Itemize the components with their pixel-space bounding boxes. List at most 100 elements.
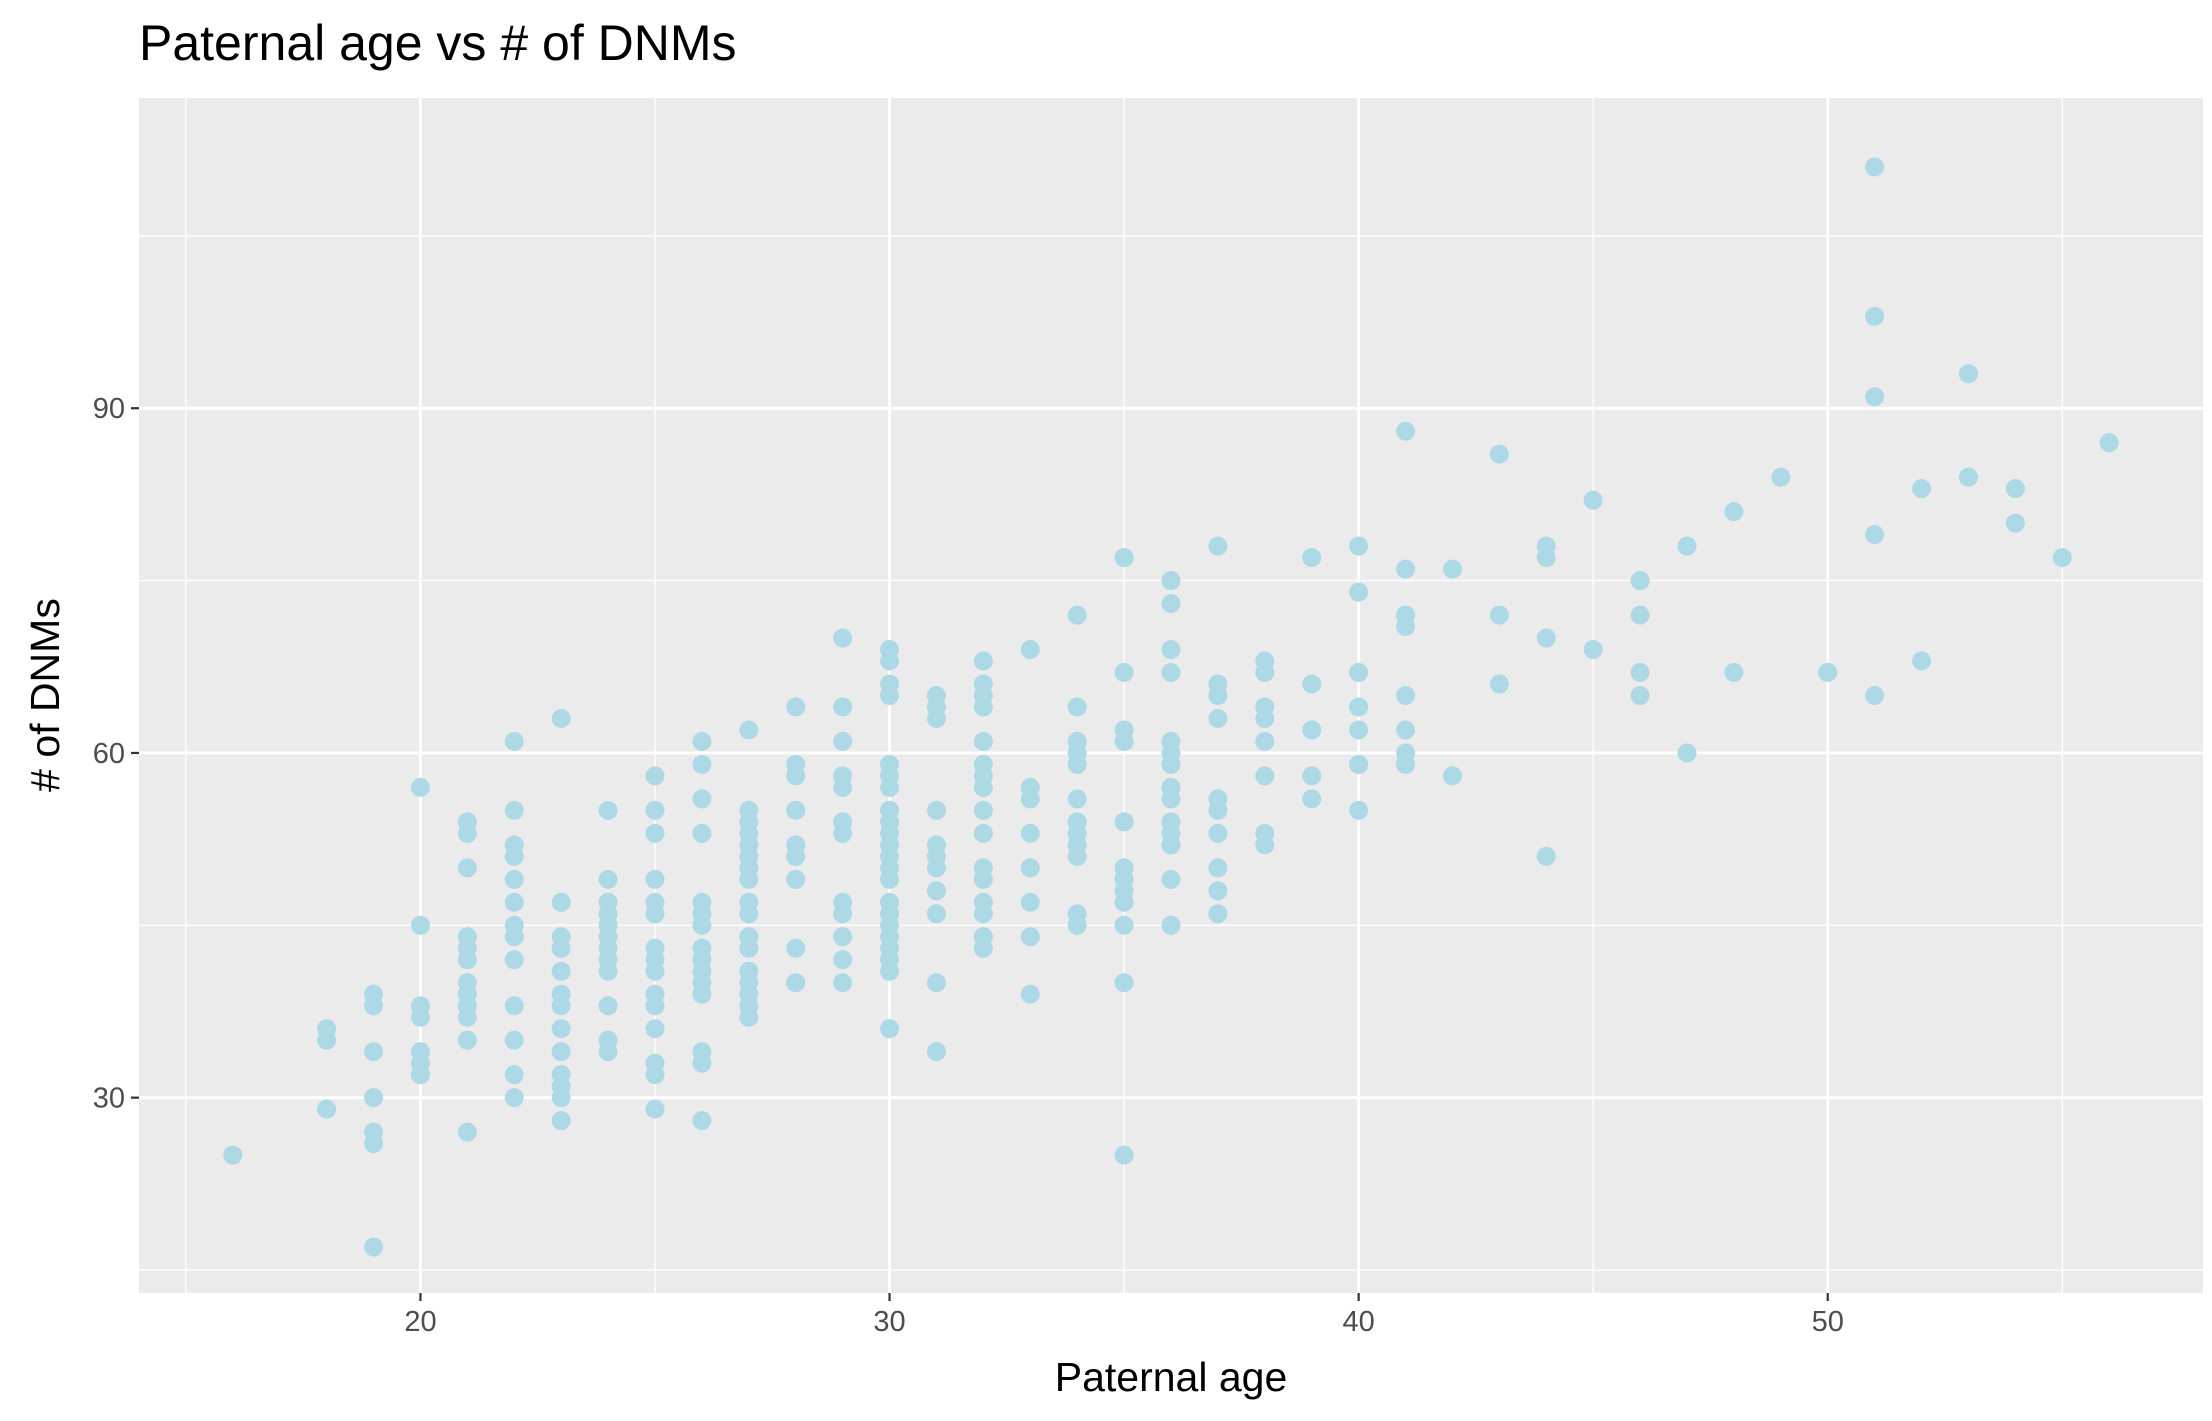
data-point [1020, 927, 1040, 947]
data-point [739, 1007, 759, 1027]
data-point [1396, 686, 1416, 705]
data-point [973, 938, 993, 958]
x-axis-title: Paternal age [1055, 1354, 1288, 1400]
data-point [598, 1042, 618, 1062]
data-point [457, 950, 477, 970]
data-point [786, 846, 806, 866]
data-point [1067, 754, 1087, 774]
data-point [786, 697, 806, 717]
data-point [317, 1030, 337, 1050]
data-point [833, 823, 853, 843]
tick-labels: 20 30 40 50 30 60 90 [93, 393, 1844, 1338]
data-point [926, 881, 946, 901]
data-point [598, 961, 618, 981]
data-point [1208, 858, 1228, 878]
data-point [1349, 720, 1369, 740]
data-point [364, 1088, 384, 1108]
data-point [1865, 157, 1885, 177]
data-point [1724, 502, 1744, 522]
data-point [1536, 846, 1556, 866]
data-point [833, 950, 853, 970]
data-point [1396, 754, 1416, 774]
data-point [551, 996, 571, 1016]
data-point [833, 927, 853, 947]
data-point [1489, 605, 1509, 625]
data-point [1114, 663, 1134, 683]
data-point [1020, 640, 1040, 660]
data-point [1349, 582, 1369, 602]
data-point [1912, 479, 1932, 499]
data-point [739, 869, 759, 889]
data-point [1677, 536, 1697, 556]
data-point [786, 938, 806, 958]
data-point [926, 858, 946, 878]
data-point [1349, 697, 1369, 717]
data-point [504, 846, 524, 866]
data-point [645, 823, 665, 843]
data-point [504, 800, 524, 820]
data-point [973, 777, 993, 797]
data-point [410, 777, 430, 797]
data-point [1536, 628, 1556, 648]
data-point [1020, 789, 1040, 809]
data-point [1208, 823, 1228, 843]
data-point [739, 938, 759, 958]
y-tick-label: 60 [93, 738, 125, 770]
data-point [1255, 731, 1275, 751]
data-point [1865, 387, 1885, 407]
data-point [1208, 904, 1228, 924]
data-point [1442, 766, 1462, 786]
data-point [926, 973, 946, 993]
data-point [1630, 686, 1650, 705]
data-point [1677, 743, 1697, 763]
data-point [1349, 800, 1369, 820]
data-point [1114, 731, 1134, 751]
data-point [1208, 686, 1228, 705]
data-point [1396, 617, 1416, 637]
data-point [598, 869, 618, 889]
data-point [551, 1019, 571, 1039]
data-point [645, 800, 665, 820]
data-point [833, 731, 853, 751]
data-point [1161, 915, 1181, 935]
data-point [1114, 892, 1134, 912]
data-point [973, 904, 993, 924]
data-point [504, 927, 524, 947]
data-point [973, 823, 993, 843]
data-point [457, 1122, 477, 1142]
data-point [1067, 697, 1087, 717]
data-point [2005, 479, 2025, 499]
plot-panel [139, 98, 2203, 1293]
data-point [1349, 754, 1369, 774]
data-point [786, 766, 806, 786]
data-point [1208, 800, 1228, 820]
data-point [1771, 467, 1791, 487]
data-point [457, 1007, 477, 1027]
data-point [2099, 433, 2119, 453]
data-point [973, 800, 993, 820]
x-tick-label: 40 [1343, 1306, 1375, 1338]
data-point [1630, 571, 1650, 591]
data-point [317, 1099, 337, 1119]
data-point [2052, 548, 2072, 568]
data-point [1255, 663, 1275, 683]
data-point [739, 720, 759, 740]
data-point [1067, 605, 1087, 625]
data-point [1114, 915, 1134, 935]
data-point [926, 708, 946, 728]
data-point [1865, 306, 1885, 326]
data-point [973, 869, 993, 889]
data-point [1958, 467, 1978, 487]
x-tick-label: 50 [1812, 1306, 1844, 1338]
data-point [551, 961, 571, 981]
x-tick-label: 20 [404, 1306, 436, 1338]
data-point [692, 984, 712, 1004]
x-tick-label: 30 [873, 1306, 905, 1338]
data-point [1114, 1145, 1134, 1165]
y-tick-label: 90 [93, 393, 125, 425]
data-point [364, 996, 384, 1016]
data-point [1161, 835, 1181, 855]
data-point [1020, 984, 1040, 1004]
data-point [692, 754, 712, 774]
